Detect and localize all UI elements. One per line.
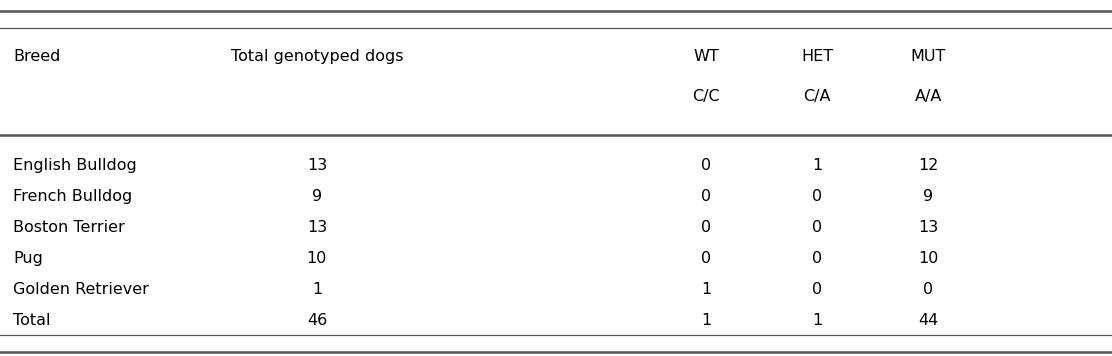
Text: 0: 0 (701, 189, 712, 204)
Text: 0: 0 (923, 282, 934, 297)
Text: Golden Retriever: Golden Retriever (13, 282, 149, 297)
Text: Breed: Breed (13, 49, 61, 64)
Text: 0: 0 (812, 251, 823, 266)
Text: C/A: C/A (804, 89, 831, 104)
Text: 13: 13 (307, 158, 327, 173)
Text: 9: 9 (311, 189, 322, 204)
Text: 1: 1 (812, 313, 823, 328)
Text: 13: 13 (919, 220, 939, 235)
Text: 9: 9 (923, 189, 934, 204)
Text: 13: 13 (307, 220, 327, 235)
Text: 1: 1 (701, 282, 712, 297)
Text: 0: 0 (701, 158, 712, 173)
Text: Pug: Pug (13, 251, 43, 266)
Text: 0: 0 (812, 189, 823, 204)
Text: C/C: C/C (693, 89, 719, 104)
Text: French Bulldog: French Bulldog (13, 189, 132, 204)
Text: 10: 10 (307, 251, 327, 266)
Text: 0: 0 (812, 220, 823, 235)
Text: WT: WT (693, 49, 719, 64)
Text: Boston Terrier: Boston Terrier (13, 220, 125, 235)
Text: A/A: A/A (915, 89, 942, 104)
Text: 1: 1 (701, 313, 712, 328)
Text: 1: 1 (812, 158, 823, 173)
Text: HET: HET (802, 49, 833, 64)
Text: MUT: MUT (911, 49, 946, 64)
Text: Total genotyped dogs: Total genotyped dogs (230, 49, 404, 64)
Text: 10: 10 (919, 251, 939, 266)
Text: 44: 44 (919, 313, 939, 328)
Text: 12: 12 (919, 158, 939, 173)
Text: Total: Total (13, 313, 51, 328)
Text: 0: 0 (812, 282, 823, 297)
Text: 1: 1 (311, 282, 322, 297)
Text: English Bulldog: English Bulldog (13, 158, 137, 173)
Text: 46: 46 (307, 313, 327, 328)
Text: 0: 0 (701, 220, 712, 235)
Text: 0: 0 (701, 251, 712, 266)
